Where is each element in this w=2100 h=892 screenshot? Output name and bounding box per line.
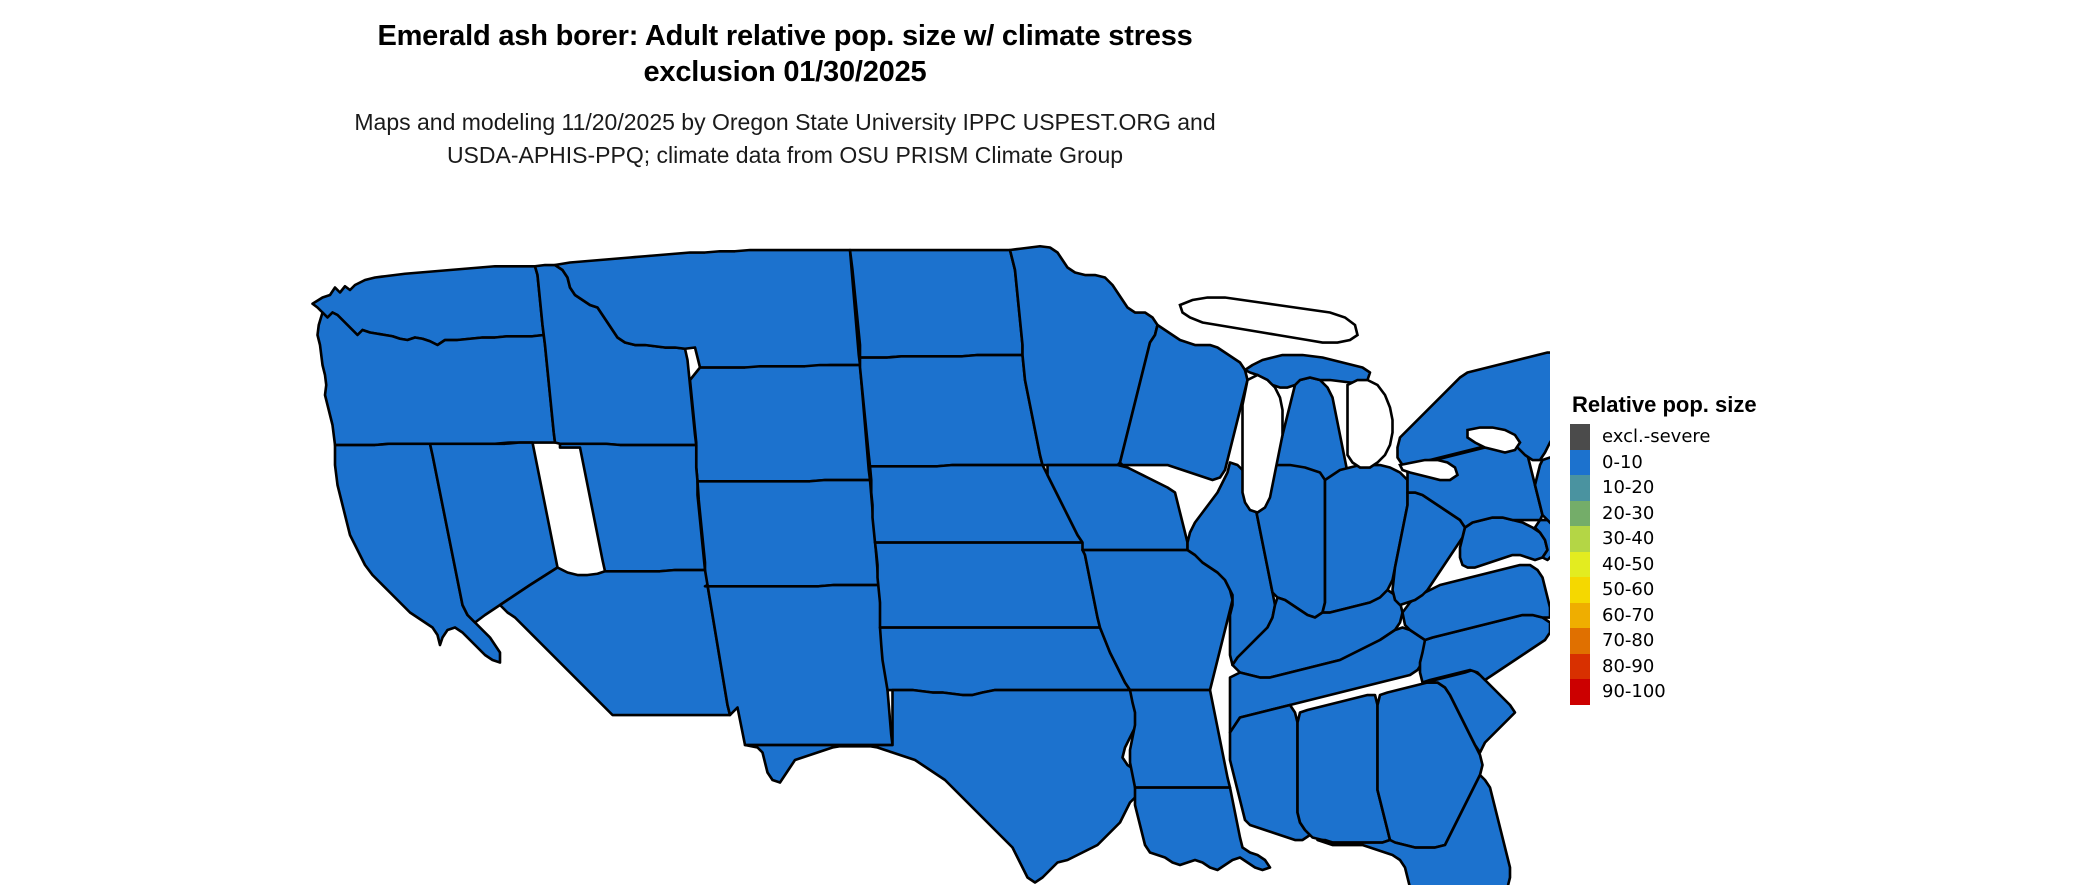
lake-huron-erie — [1346, 378, 1394, 469]
state-ks[interactable] — [873, 541, 1102, 629]
legend-swatch — [1570, 449, 1590, 475]
legend-label: 80-90 — [1602, 655, 1655, 677]
legend-swatch — [1570, 628, 1590, 654]
legend-swatch — [1570, 526, 1590, 552]
legend-swatch — [1570, 500, 1590, 526]
legend-label: 20-30 — [1602, 502, 1655, 524]
legend-item[interactable]: 70-80 — [1570, 628, 1757, 654]
state-nm[interactable] — [703, 583, 894, 747]
state-va[interactable] — [1401, 563, 1551, 642]
legend-item[interactable]: 0-10 — [1570, 449, 1757, 475]
legend-swatch — [1570, 679, 1590, 705]
legend-item[interactable]: excl.-severe — [1570, 424, 1757, 450]
us-map-svg[interactable] — [300, 215, 1550, 885]
legend-label: 30-40 — [1602, 528, 1655, 549]
legend-label: excl.-severe — [1602, 426, 1711, 447]
state-nd[interactable] — [848, 248, 1024, 359]
legend-swatch — [1570, 602, 1590, 628]
state-al[interactable] — [1296, 693, 1392, 844]
state-fl[interactable] — [1316, 773, 1512, 885]
lake-ontario — [1466, 426, 1522, 454]
legend-item[interactable]: 90-100 — [1570, 679, 1757, 705]
legend-label: 10-20 — [1602, 477, 1655, 498]
state-wy[interactable] — [688, 363, 872, 483]
legend-swatch — [1570, 551, 1590, 577]
state-co[interactable] — [696, 478, 881, 588]
legend-item[interactable]: 50-60 — [1570, 577, 1757, 603]
legend-title: Relative pop. size — [1572, 392, 1757, 417]
us-choropleth-map[interactable] — [300, 215, 1550, 885]
state-la[interactable] — [1133, 786, 1272, 872]
map-legend: Relative pop. size excl.-severe 0-10 10-20… — [1570, 392, 1757, 705]
state-sd[interactable] — [858, 353, 1044, 468]
legend-swatch — [1570, 424, 1590, 450]
lake-erie — [1398, 458, 1460, 482]
legend-label: 60-70 — [1602, 604, 1655, 626]
state-il[interactable] — [1186, 461, 1277, 667]
legend-swatch — [1570, 653, 1590, 679]
legend-item[interactable]: 30-40 — [1570, 526, 1757, 552]
legend-rows: excl.-severe 0-10 10-20 20-30 30-40 40-50 50-6… — [1570, 424, 1757, 705]
lake-michigan — [1241, 373, 1284, 514]
great-lakes-layer — [1178, 296, 1522, 514]
page-subtitle: Maps and modeling 11/20/2025 by Oregon S… — [354, 109, 1216, 168]
legend-item[interactable]: 60-70 — [1570, 602, 1757, 628]
legend-item[interactable]: 80-90 — [1570, 653, 1757, 679]
legend-item[interactable]: 20-30 — [1570, 500, 1757, 526]
state-wi[interactable] — [1118, 323, 1249, 482]
title-block: Emerald ash borer: Adult relative pop. s… — [0, 18, 1570, 172]
legend-label: 90-100 — [1602, 681, 1666, 702]
state-ar[interactable] — [1128, 688, 1232, 789]
legend-label: 0-10 — [1602, 451, 1643, 473]
legend-swatch — [1570, 475, 1590, 501]
legend-label: 50-60 — [1602, 579, 1655, 600]
state-nj[interactable] — [1533, 456, 1550, 526]
state-ny[interactable] — [1396, 351, 1551, 467]
state-ut[interactable] — [558, 442, 707, 573]
legend-item[interactable]: 40-50 — [1570, 551, 1757, 577]
page-title: Emerald ash borer: Adult relative pop. s… — [377, 20, 1193, 88]
state-tx[interactable] — [743, 688, 1149, 884]
states-layer — [311, 244, 1551, 885]
state-az[interactable] — [498, 566, 732, 717]
legend-item[interactable]: 10-20 — [1570, 475, 1757, 501]
lake-superior — [1178, 296, 1359, 344]
state-de[interactable] — [1533, 518, 1550, 562]
state-ok[interactable] — [878, 626, 1132, 697]
legend-label: 40-50 — [1602, 553, 1655, 575]
legend-swatch — [1570, 577, 1590, 603]
state-md[interactable] — [1458, 516, 1549, 569]
legend-label: 70-80 — [1602, 630, 1655, 651]
